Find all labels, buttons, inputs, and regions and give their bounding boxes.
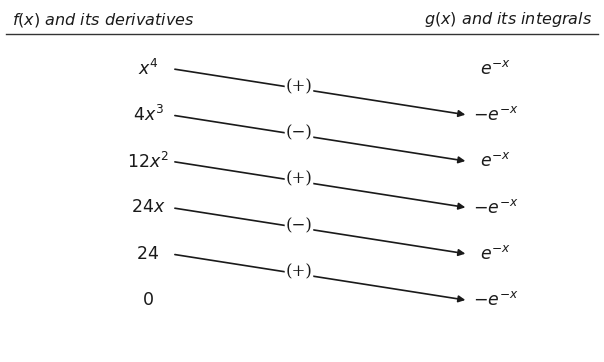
Text: $24x$: $24x$: [130, 199, 165, 216]
Text: (+): (+): [286, 78, 312, 95]
Text: $24$: $24$: [137, 246, 159, 262]
Text: $x^4$: $x^4$: [138, 59, 158, 79]
Text: (+): (+): [286, 171, 312, 188]
Text: (−): (−): [286, 125, 312, 141]
Text: $-e^{-x}$: $-e^{-x}$: [472, 199, 518, 217]
Text: $g(x)$ and its integrals: $g(x)$ and its integrals: [424, 10, 592, 29]
Text: $e^{-x}$: $e^{-x}$: [480, 245, 511, 263]
Text: $e^{-x}$: $e^{-x}$: [480, 152, 511, 171]
Text: $4x^3$: $4x^3$: [132, 105, 164, 125]
Text: $f(x)$ and its derivatives: $f(x)$ and its derivatives: [12, 11, 194, 29]
Text: $-e^{-x}$: $-e^{-x}$: [472, 106, 518, 124]
Text: $0$: $0$: [142, 292, 154, 309]
Text: (−): (−): [286, 217, 312, 234]
Text: (+): (+): [286, 264, 312, 280]
Text: $e^{-x}$: $e^{-x}$: [480, 60, 511, 78]
Text: $12x^2$: $12x^2$: [127, 151, 169, 172]
Text: $-e^{-x}$: $-e^{-x}$: [472, 291, 518, 310]
